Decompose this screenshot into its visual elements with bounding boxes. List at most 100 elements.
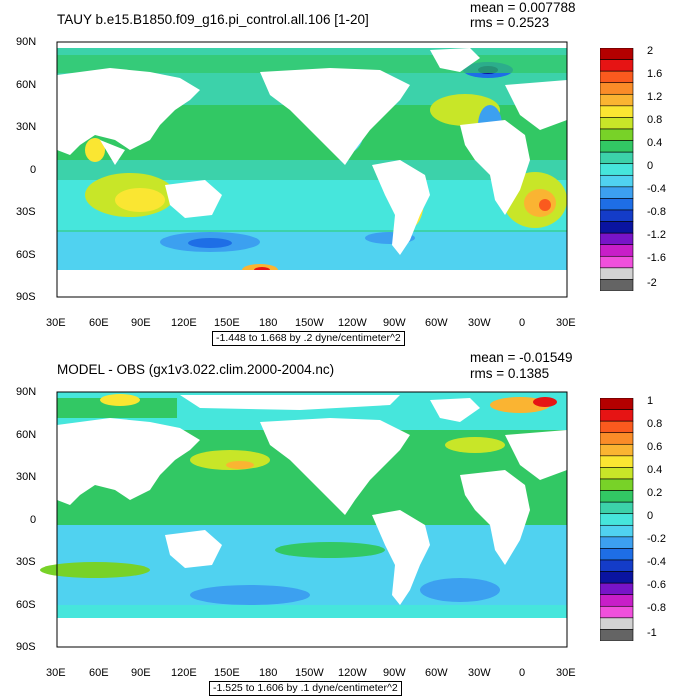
lon-label: 120W [338,667,367,679]
contour-range: -1.448 to 1.668 by .2 dyne/centimeter^2 [212,331,405,346]
colorbar-label: -0.4 [647,183,666,195]
lat-label: 60S [16,249,36,261]
colorbar-swatch [600,221,634,234]
lon-label: 90E [131,317,151,329]
colorbar-swatch [600,398,634,410]
colorbar-label: -2 [647,277,657,289]
colorbar-swatch [600,82,634,95]
colorbar-swatch [600,490,634,503]
colorbar-swatch [600,209,634,222]
colorbar-label: -1 [647,627,657,639]
colorbar-swatch [600,93,634,107]
colorbar-swatch [600,559,634,572]
colorbar-swatch [600,267,634,280]
lon-label: 60W [425,667,448,679]
colorbar-swatch [600,70,634,84]
colorbar-label: 2 [647,45,654,57]
colorbar-swatch [600,232,634,246]
colorbar [600,48,634,291]
lon-label: 150W [295,667,324,679]
colorbar-swatch [600,467,634,480]
colorbar-label: -0.2 [647,533,666,545]
lon-label: 90W [383,317,406,329]
lon-label: 60E [89,667,109,679]
colorbar-swatch [600,420,634,434]
colorbar-swatch [600,48,634,60]
panel-title: TAUY b.e15.B1850.f09_g16.pi_control.all.… [57,12,369,27]
lon-label: 30E [556,317,576,329]
colorbar-swatch [600,140,634,153]
colorbar-swatch [600,501,634,515]
lon-label: 150W [295,317,324,329]
lat-label: 90N [16,36,37,48]
lat-label: 60N [16,429,37,441]
colorbar-swatch [600,198,634,211]
colorbar-swatch [600,617,634,630]
rms-stat: rms = 0.1385 [470,366,550,381]
lon-label: 30W [468,667,491,679]
map-plot [40,391,568,648]
lat-label: 0 [30,164,37,176]
colorbar-swatch [600,128,634,141]
lat-label: 90S [16,291,36,303]
rms-stat: rms = 0.2523 [470,15,550,30]
colorbar-label: 0.4 [647,137,663,149]
lon-label: 0 [519,667,526,679]
lat-label: 0 [30,514,37,526]
lat-label: 90N [16,386,37,398]
colorbar-swatch [600,117,634,130]
lon-label: 180 [259,667,278,679]
lon-label: 30E [46,317,66,329]
colorbar-swatch [600,582,634,596]
colorbar-label: 0.4 [647,464,663,476]
lon-label: 180 [259,317,278,329]
landmasses [57,395,567,647]
mean-stat: mean = -0.01549 [470,350,573,365]
lon-label: 90E [131,667,151,679]
colorbar-swatch [600,174,634,188]
colorbar-label: 0.8 [647,114,663,126]
colorbar-label: 1 [647,395,654,407]
colorbar [600,398,634,641]
lat-label: 30N [16,121,37,133]
mean-stat: mean = 0.007788 [470,0,576,15]
colorbar-label: -0.4 [647,556,666,568]
landmasses [57,42,567,297]
colorbar-label: 0 [647,160,654,172]
lon-label: 90W [383,667,406,679]
colorbar-swatch [600,524,634,538]
colorbar-swatch [600,186,634,199]
colorbar-swatch [600,255,634,269]
colorbar-label: -1.2 [647,229,666,241]
colorbar-swatch [600,571,634,584]
colorbar-swatch [600,432,634,445]
lon-label: 120E [171,317,197,329]
colorbar-swatch [600,151,634,165]
lat-label: 30S [16,206,36,218]
colorbar-label: 0.2 [647,487,663,499]
colorbar-swatch [600,548,634,561]
lon-label: 30W [468,317,491,329]
colorbar-label: -1.6 [647,252,666,264]
colorbar-swatch [600,513,634,526]
colorbar-swatch [600,455,634,468]
colorbar-swatch [600,536,634,549]
lon-label: 30E [46,667,66,679]
lon-label: 120W [338,317,367,329]
colorbar-swatch [600,594,634,607]
colorbar-swatch [600,279,634,291]
lon-label: 30E [556,667,576,679]
colorbar-label: 0 [647,510,654,522]
colorbar-swatch [600,105,634,118]
colorbar-label: 0.8 [647,418,663,430]
colorbar-swatch [600,59,634,72]
colorbar-swatch [600,409,634,422]
lat-label: 60N [16,79,37,91]
lon-label: 150E [214,317,240,329]
lon-label: 120E [171,667,197,679]
colorbar-swatch [600,443,634,457]
lat-label: 90S [16,641,36,653]
lat-label: 30N [16,471,37,483]
panel-title: MODEL - OBS (gx1v3.022.clim.2000-2004.nc… [57,362,335,377]
colorbar-label: -0.8 [647,602,666,614]
